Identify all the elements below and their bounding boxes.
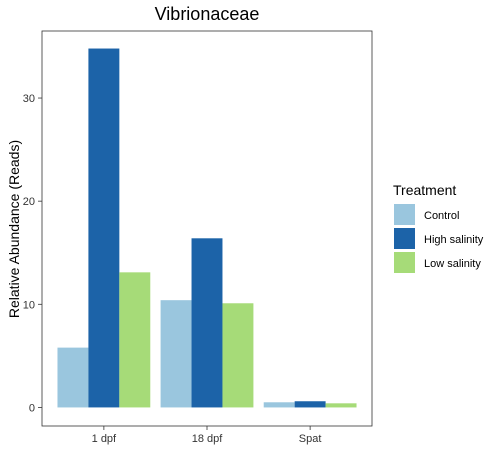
legend-label-low-salinity: Low salinity (424, 258, 481, 270)
x-tick-label: 1 dpf (92, 433, 117, 445)
legend-key-low-salinity (394, 252, 415, 273)
x-tick-label: 18 dpf (192, 433, 224, 445)
bar-low-salinity-spat (325, 403, 357, 408)
bar-high-salinity-spat (294, 401, 326, 408)
y-axis: 0 10 20 30 (23, 93, 42, 414)
x-axis: 1 dpf 18 dpf Spat (92, 426, 322, 445)
y-tick-label: 20 (23, 196, 35, 208)
bar-high-salinity-1-dpf (88, 48, 120, 408)
bars-layer (57, 48, 357, 408)
y-axis-title: Relative Abundance (Reads) (6, 140, 22, 318)
y-tick-label: 10 (23, 299, 35, 311)
bar-control-18-dpf (160, 300, 192, 408)
legend: Treatment Control High salinity Low salini… (393, 182, 484, 273)
y-tick-label: 0 (29, 402, 35, 414)
bar-low-salinity-1-dpf (119, 272, 151, 408)
chart-title: Vibrionaceae (155, 4, 260, 24)
legend-key-control (394, 204, 415, 225)
bar-control-1-dpf (57, 347, 89, 408)
legend-key-high-salinity (394, 228, 415, 249)
legend-title: Treatment (393, 182, 456, 198)
legend-label-control: Control (424, 210, 459, 222)
legend-label-high-salinity: High salinity (424, 234, 484, 246)
bar-low-salinity-18-dpf (222, 303, 254, 408)
bar-high-salinity-18-dpf (191, 238, 223, 408)
y-tick-label: 30 (23, 93, 35, 105)
bar-control-spat (263, 402, 295, 408)
x-tick-label: Spat (299, 433, 322, 445)
